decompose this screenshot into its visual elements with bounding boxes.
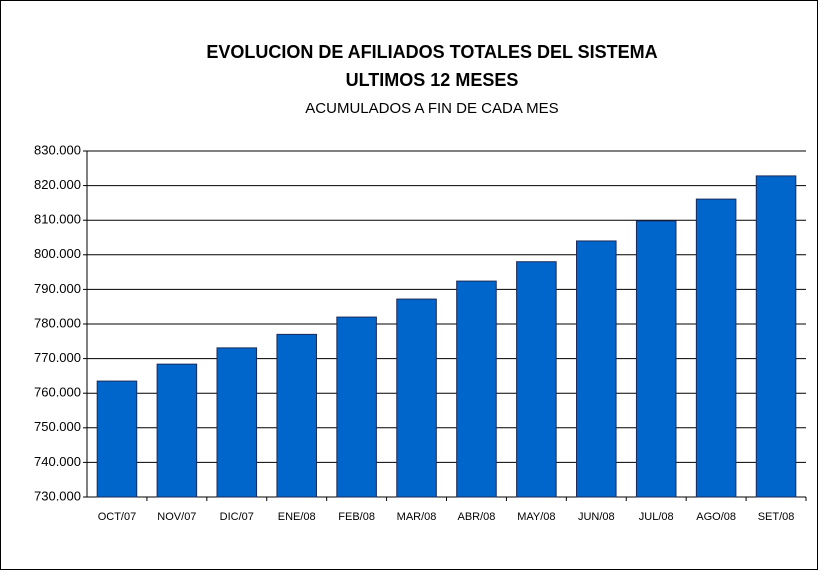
bar [635, 220, 677, 498]
y-tick-label: 750.000 [34, 419, 81, 434]
x-tick-label: MAY/08 [517, 511, 555, 523]
bar [516, 261, 557, 498]
bar [96, 380, 138, 498]
y-tick-label: 810.000 [34, 212, 81, 227]
bar [695, 198, 737, 498]
y-tick-label: 760.000 [34, 385, 81, 400]
y-tick-label: 800.000 [34, 246, 81, 261]
x-tick-label: JUN/08 [578, 511, 615, 523]
bar [156, 363, 198, 498]
y-tick-label: 770.000 [34, 350, 81, 365]
chart-title: EVOLUCION DE AFILIADOS TOTALES DEL SISTE… [206, 42, 657, 62]
y-tick-label: 780.000 [34, 315, 81, 330]
bar [276, 333, 317, 498]
bar [576, 240, 617, 498]
y-tick-label: 740.000 [34, 454, 81, 469]
bar [396, 298, 437, 498]
x-tick-label: FEB/08 [338, 511, 375, 523]
y-tick-label: 820.000 [34, 177, 81, 192]
x-tick-label: JUL/08 [639, 511, 674, 523]
x-tick-label: ENE/08 [278, 511, 316, 523]
x-tick-label: ABR/08 [457, 511, 495, 523]
y-tick-label: 790.000 [34, 281, 81, 296]
bar [456, 280, 497, 498]
bar [755, 175, 797, 498]
y-tick-label: 830.000 [34, 142, 81, 157]
bar [336, 316, 377, 498]
y-tick-label: 730.000 [34, 488, 81, 503]
x-tick-label: DIC/07 [220, 511, 254, 523]
x-tick-label: MAR/08 [397, 511, 437, 523]
chart-subtitle: ULTIMOS 12 MESES [346, 70, 519, 90]
chart-annotation: ACUMULADOS A FIN DE CADA MES [305, 100, 558, 117]
bar [216, 347, 258, 498]
x-tick-label: OCT/07 [98, 511, 137, 523]
x-tick-label: NOV/07 [157, 511, 196, 523]
x-tick-label: AGO/08 [696, 511, 736, 523]
x-tick-label: SET/08 [758, 511, 795, 523]
